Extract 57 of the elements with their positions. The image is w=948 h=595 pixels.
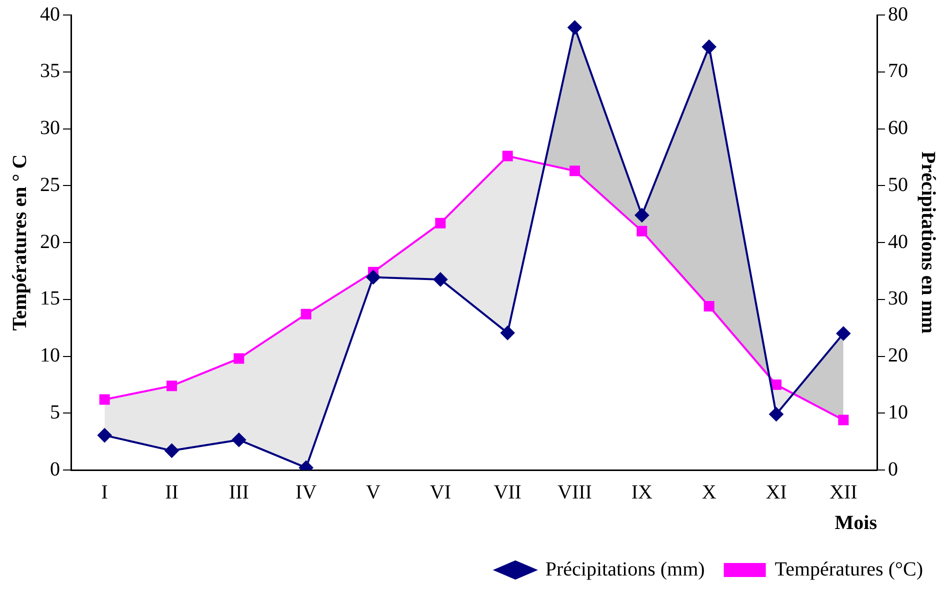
legend-label: Températures (°C) [774, 558, 923, 580]
y-axis-title: Températures en ° C [9, 154, 32, 331]
x-tick-label: II [165, 481, 178, 504]
point [99, 394, 110, 405]
x-tick-label: IX [631, 481, 654, 504]
x-tick-label: VII [494, 481, 522, 504]
point [98, 428, 112, 442]
point [234, 353, 244, 364]
y2-tick-label: 80 [888, 3, 908, 26]
point [164, 444, 179, 458]
y2-tick-label: 60 [888, 117, 908, 139]
point [366, 270, 380, 284]
point [838, 414, 849, 426]
point [634, 208, 649, 222]
y-tick-label: 25 [40, 174, 60, 196]
point [435, 218, 446, 228]
y2-tick-label: 10 [888, 401, 908, 424]
point [568, 20, 582, 35]
x-tick-label: VIII [558, 481, 592, 504]
y2-tick-label: 30 [888, 288, 908, 310]
point [836, 326, 850, 340]
y-tick-label: 40 [40, 3, 60, 26]
x-tick-label: XI [766, 481, 787, 504]
x-tick-label: IV [296, 481, 318, 504]
point [232, 432, 246, 447]
y-tick-label: 0 [50, 458, 60, 480]
y2-axis-title: Précipitations en mm [916, 151, 939, 334]
point [769, 407, 784, 422]
y-tick-label: 5 [50, 401, 60, 424]
y2-tick-label: 40 [888, 230, 908, 253]
y2-tick-label: 70 [888, 60, 908, 82]
point [300, 308, 312, 320]
x-tick-label: III [228, 481, 249, 504]
y-tick-label: 30 [40, 117, 60, 139]
y2-tick-label: 50 [888, 174, 908, 196]
y-tick-label: 15 [40, 288, 60, 310]
legend-label: Précipitations (mm) [545, 558, 705, 580]
x-tick-label: X [702, 481, 717, 504]
y2-tick-label: 20 [888, 344, 908, 366]
point [166, 380, 177, 392]
x-tick-label: VI [430, 481, 451, 504]
point [771, 379, 782, 390]
point [500, 326, 515, 340]
point [702, 40, 716, 54]
point [636, 226, 648, 236]
point [704, 300, 714, 312]
point [570, 166, 580, 176]
x-tick-label: V [366, 481, 382, 504]
x-tick-label: I [101, 481, 108, 504]
x-axis-title: Mois [834, 512, 878, 534]
y-tick-label: 10 [40, 344, 60, 366]
y2-tick-label: 0 [888, 458, 898, 480]
x-tick-label: XII [830, 481, 858, 504]
y-tick-label: 35 [40, 60, 60, 82]
point [502, 150, 513, 162]
y-tick-label: 20 [40, 230, 60, 253]
point [433, 272, 448, 286]
